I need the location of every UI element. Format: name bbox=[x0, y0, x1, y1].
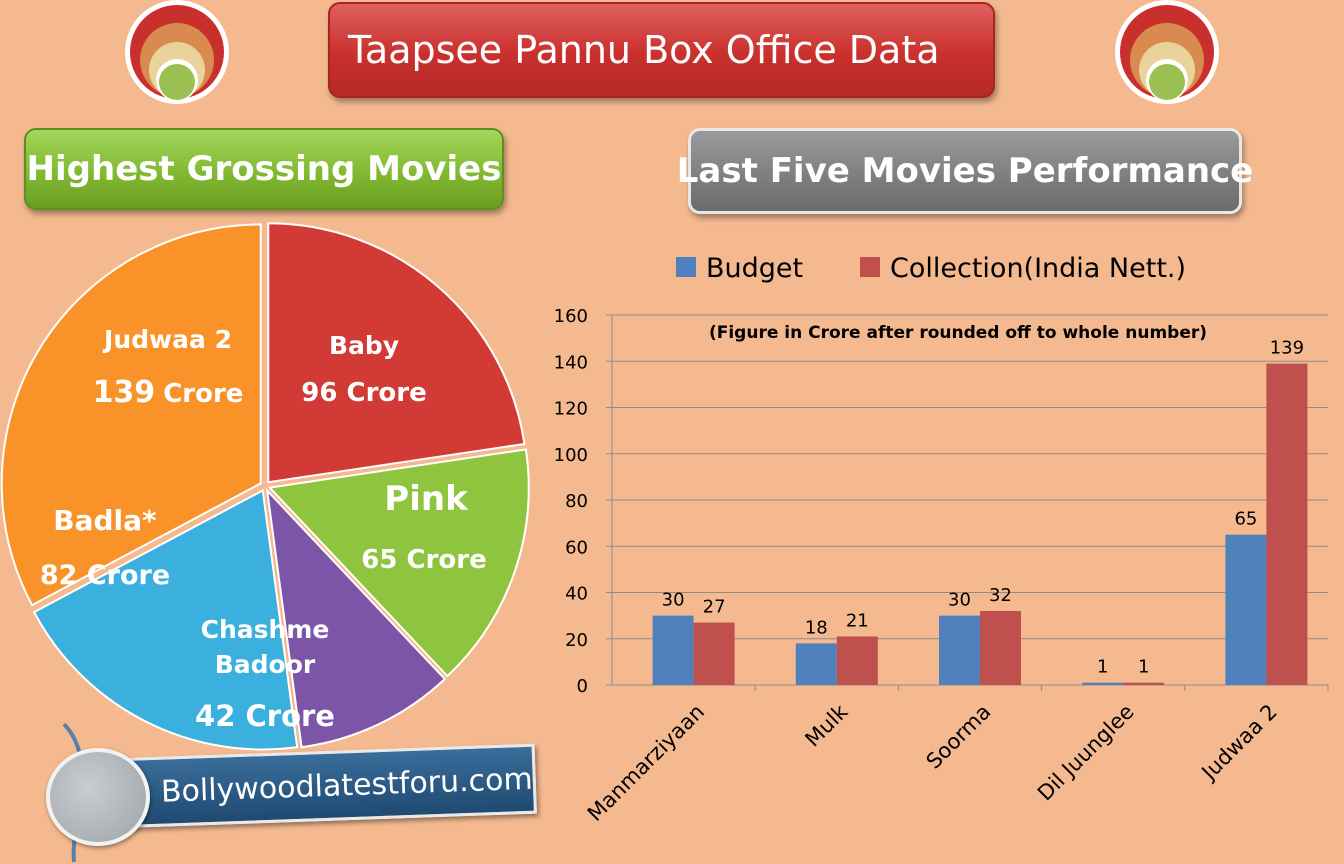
pie-label-baby-value: 96 Crore bbox=[301, 378, 426, 408]
bar-collection bbox=[1266, 363, 1308, 685]
pie-label-chashme-name-1: Chashme bbox=[201, 615, 330, 644]
y-tick-label: 140 bbox=[554, 352, 588, 373]
y-tick-label: 160 bbox=[554, 306, 588, 327]
pie-slice-badla bbox=[32, 488, 299, 751]
bar-budget bbox=[939, 615, 980, 685]
y-tick-label: 20 bbox=[565, 630, 588, 651]
legend-label-budget: Budget bbox=[706, 253, 803, 284]
pie-label-judwaa-value-unit: Crore bbox=[163, 379, 243, 409]
pie-chart: Baby 96 Crore Pink 65 Crore Chashme Bado… bbox=[0, 222, 530, 751]
bar-collection bbox=[1123, 682, 1165, 685]
rings-logo-right bbox=[1115, 0, 1219, 104]
pie-label-chashme-value: 42 Crore bbox=[195, 699, 335, 733]
site-url-bar: Bollywoodlatestforu.com bbox=[122, 743, 537, 828]
pie-slice-chashme-badoor bbox=[265, 487, 447, 749]
page-title: Taapsee Pannu Box Office Data bbox=[328, 2, 995, 98]
bar-value-label: 18 bbox=[805, 617, 828, 638]
bar-budget bbox=[795, 643, 837, 685]
bar-budget bbox=[1225, 534, 1267, 685]
bar-value-label: 1 bbox=[1138, 657, 1149, 678]
bar-collection bbox=[836, 636, 878, 685]
pie-label-judwaa-value: 139 Crore bbox=[93, 375, 244, 410]
legend-label-collection: Collection(India Nett.) bbox=[890, 253, 1186, 284]
rings-logo-left bbox=[125, 0, 229, 104]
pie-slice-baby bbox=[267, 222, 526, 484]
x-tick-label: Judwaa 2 bbox=[1196, 700, 1282, 786]
y-tick-label: 0 bbox=[577, 676, 588, 697]
site-url: Bollywoodlatestforu.com bbox=[160, 761, 534, 810]
y-tick-label: 120 bbox=[554, 399, 588, 420]
bar-value-label: 32 bbox=[989, 585, 1012, 606]
x-tick-label: Dil Juunglee bbox=[1033, 700, 1139, 806]
pie-label-badla-value: 82 Crore bbox=[40, 560, 170, 591]
pie-label-pink-name: Pink bbox=[384, 479, 469, 519]
legend-swatch-budget bbox=[676, 257, 696, 277]
pie-label-baby-name: Baby bbox=[329, 331, 399, 360]
bar-chart-annotation: (Figure in Crore after rounded off to wh… bbox=[709, 323, 1207, 343]
legend-swatch-collection bbox=[860, 257, 880, 277]
y-tick-label: 60 bbox=[565, 537, 588, 558]
pie-section-banner: Highest Grossing Movies bbox=[24, 128, 504, 210]
bar-value-label: 65 bbox=[1234, 509, 1257, 530]
y-tick-label: 40 bbox=[565, 584, 588, 605]
pie-slice-pink bbox=[267, 448, 530, 678]
bar-value-label: 27 bbox=[703, 597, 726, 618]
x-tick-label: Manmarziyaan bbox=[583, 700, 709, 826]
pie-slice-judwaa-2 bbox=[0, 223, 262, 607]
pie-label-judwaa-value-num: 139 bbox=[93, 375, 156, 410]
pie-label-chashme-name-2: Badoor bbox=[215, 650, 316, 679]
x-tick-label: Soorma bbox=[922, 700, 996, 774]
bar-section-banner: Last Five Movies Performance bbox=[677, 128, 1253, 214]
bar-value-label: 30 bbox=[662, 590, 685, 611]
bar-value-label: 139 bbox=[1270, 338, 1304, 359]
bar-collection bbox=[980, 611, 1021, 685]
pie-label-badla-name: Badla* bbox=[53, 504, 157, 537]
bar-budget bbox=[1082, 682, 1124, 685]
pie-label-pink-value: 65 Crore bbox=[361, 545, 486, 575]
y-tick-label: 100 bbox=[554, 445, 588, 466]
pie-label-judwaa-name: Judwaa 2 bbox=[102, 325, 232, 354]
x-tick-label: Mulk bbox=[800, 699, 853, 752]
bar-budget bbox=[652, 615, 694, 685]
bar-value-label: 1 bbox=[1097, 657, 1108, 678]
y-tick-label: 80 bbox=[565, 491, 588, 512]
bar-value-label: 21 bbox=[846, 610, 869, 631]
bar-collection bbox=[693, 622, 735, 685]
bar-chart: 0 20 40 60 80 100 120 140 160 30 27 Manmarziyaan 18… bbox=[554, 253, 1329, 826]
site-logo-circle bbox=[46, 748, 150, 846]
bar-value-label: 30 bbox=[948, 590, 971, 611]
